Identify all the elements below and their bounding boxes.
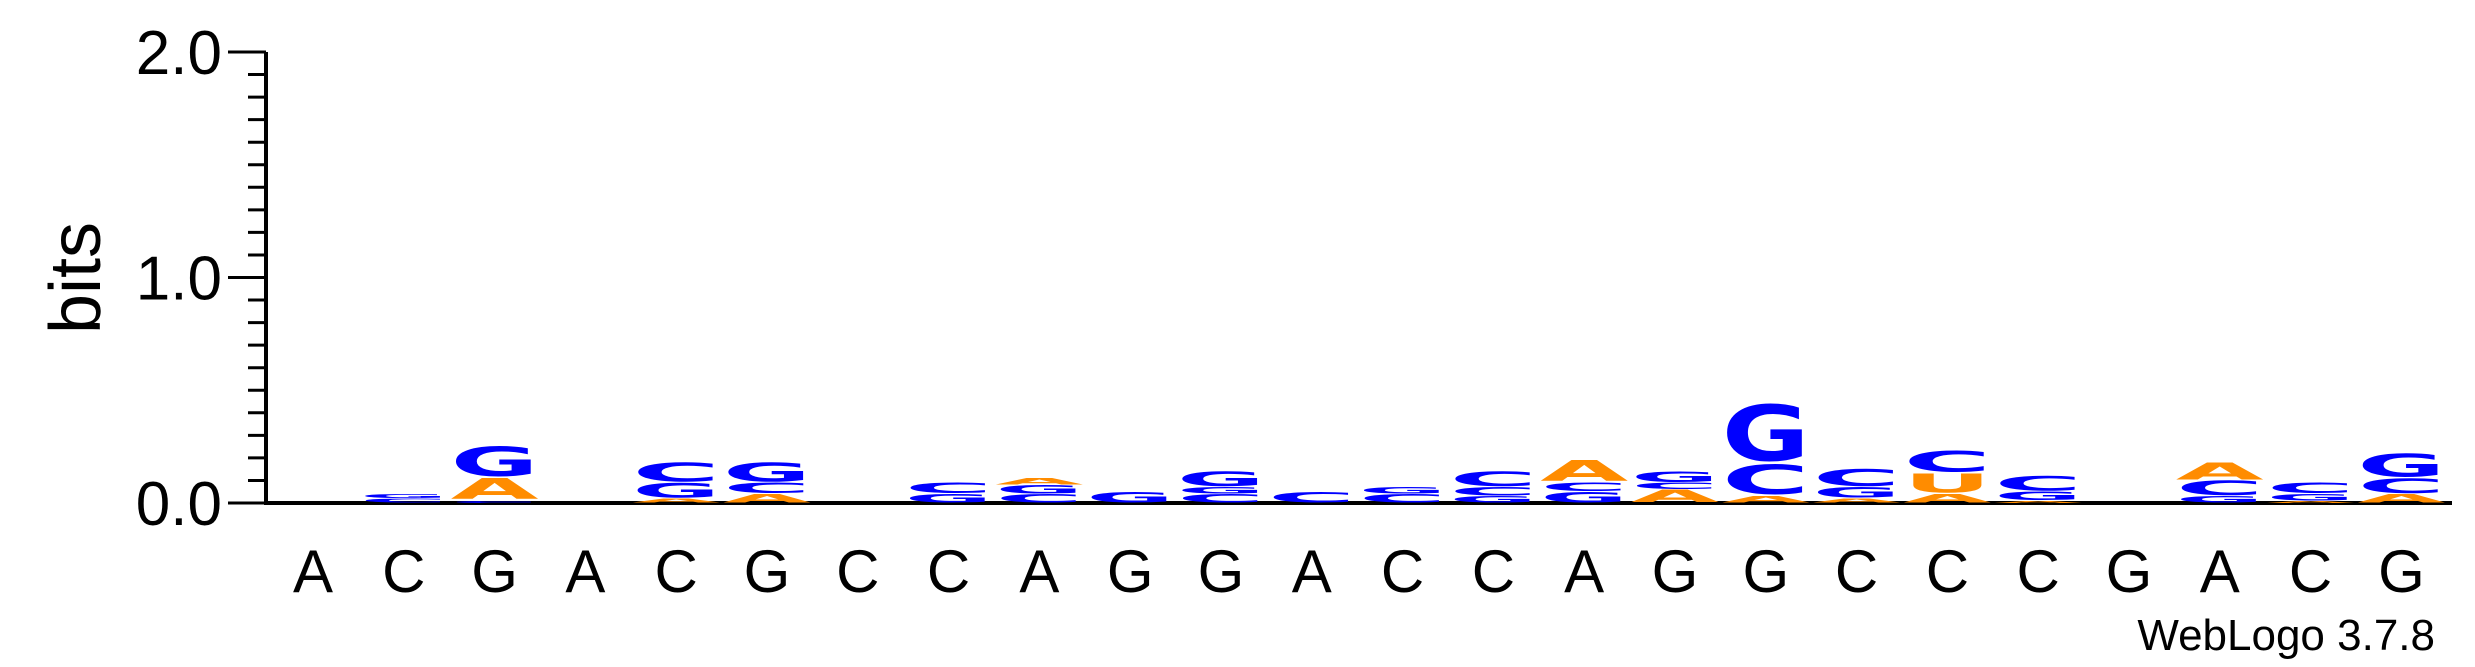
logo-letter-a: A <box>1903 492 1992 505</box>
logo-letter-c: C <box>2176 477 2264 500</box>
logo-letter-c: C <box>723 480 811 496</box>
logo-letter-c: C <box>1177 492 1265 505</box>
x-tick-label: C <box>1926 538 1969 605</box>
logo-letter-a: A <box>2357 492 2446 505</box>
x-tick-label: A <box>293 538 333 605</box>
x-tick-label: C <box>2289 538 2332 605</box>
x-tick-label: G <box>744 538 791 605</box>
logo-letter-g: G <box>1631 469 1719 485</box>
x-tick-label: G <box>471 538 518 605</box>
logo-letter-c: C <box>1359 492 1447 505</box>
logo-letter-c: C <box>2267 480 2355 496</box>
logo-letter-c: C <box>1540 481 1628 494</box>
x-tick-label: A <box>565 538 605 605</box>
logo-letter-g: G <box>1449 495 1537 505</box>
logo-letter-a: A <box>1994 500 2082 503</box>
logo-letter-c: C <box>1449 468 1537 491</box>
x-tick-label: G <box>2106 538 2153 605</box>
logo-letter-g: G <box>2267 492 2355 502</box>
x-tick-label: G <box>1198 538 1245 605</box>
logo-letter-g: G <box>632 479 720 502</box>
x-tick-label: C <box>836 538 879 605</box>
logo-letter-c: C <box>1722 458 1810 504</box>
x-tick-label: C <box>1472 538 1515 605</box>
logo-letter-g: G <box>995 483 1083 496</box>
logo-letter-a: A <box>1631 487 1719 507</box>
logo-letter-g: G <box>1994 490 2082 503</box>
logo-letter-g: G <box>1722 390 1810 479</box>
logo-letter-a: A <box>2267 500 2355 503</box>
logo-letter-g: G <box>360 493 448 500</box>
logo-letter-a: A <box>995 477 1083 487</box>
y-tick-label: 1.0 <box>136 245 222 314</box>
logo-letter-a: A <box>1722 495 1810 505</box>
logo-letter-g: G <box>2176 495 2264 505</box>
x-tick-label: C <box>927 538 970 605</box>
x-tick-label: A <box>1292 538 1332 605</box>
y-ticks: 0.0 1.0 2.0 <box>136 19 266 539</box>
logo-letter-g: G <box>2357 448 2445 484</box>
logo-letter-g: G <box>905 492 993 505</box>
x-tick-label: G <box>1107 538 1154 605</box>
logo-letter-c: C <box>451 500 539 503</box>
logo-letter-g: G <box>1359 486 1447 496</box>
x-tick-label: A <box>1564 538 1604 605</box>
x-tick-label: C <box>382 538 425 605</box>
x-tick-label: A <box>2200 538 2240 605</box>
logo-letter-u: U <box>1903 469 1991 499</box>
logo-letter-a: A <box>723 492 812 505</box>
x-tick-label: C <box>1381 538 1424 605</box>
logo-letter-c: C <box>905 480 993 496</box>
logo-letter-c: C <box>1903 446 1991 479</box>
logo-letter-g: G <box>1086 489 1174 505</box>
logo-letter-a: A <box>2176 459 2265 485</box>
logo-letter-c: C <box>995 492 1083 505</box>
logo-letter-a: A <box>632 497 720 504</box>
y-tick-label: 2.0 <box>136 19 222 88</box>
x-tick-label: C <box>1835 538 1878 605</box>
logo-letter-g: G <box>1540 489 1628 505</box>
logo-letter-a: A <box>1540 455 1628 488</box>
logo-letter-g: G <box>451 440 539 486</box>
logo-letter-g: G <box>1813 485 1901 501</box>
logo-letter-g: G <box>1177 468 1265 491</box>
weblogo-credit: WebLogo 3.7.8 <box>2137 611 2435 660</box>
logo-letter-c: C <box>360 497 448 504</box>
y-axis-title: bits <box>36 222 116 334</box>
logo-letter-c: C <box>2357 475 2445 498</box>
logo-letter-g: G <box>1177 486 1265 496</box>
logo-letter-c: C <box>632 458 720 487</box>
x-tick-label: C <box>2017 538 2060 605</box>
logo-letter-g: G <box>723 458 811 487</box>
logo-letter-a: A <box>1813 497 1901 504</box>
logo-letter-c: C <box>1631 481 1719 491</box>
logo-letter-c: C <box>1994 472 2082 495</box>
x-tick-label: G <box>1652 538 1699 605</box>
x-tick-label: A <box>1019 538 1059 605</box>
x-tick-label: G <box>2378 538 2425 605</box>
x-tick-label: G <box>1742 538 1789 605</box>
logo-letter-c: C <box>1268 489 1356 505</box>
x-tick-label: C <box>655 538 698 605</box>
logo-letter-c: C <box>1449 485 1537 498</box>
logo-letter-a: A <box>451 473 539 506</box>
y-tick-label: 0.0 <box>136 470 222 539</box>
logo-letter-c: C <box>1813 465 1901 491</box>
